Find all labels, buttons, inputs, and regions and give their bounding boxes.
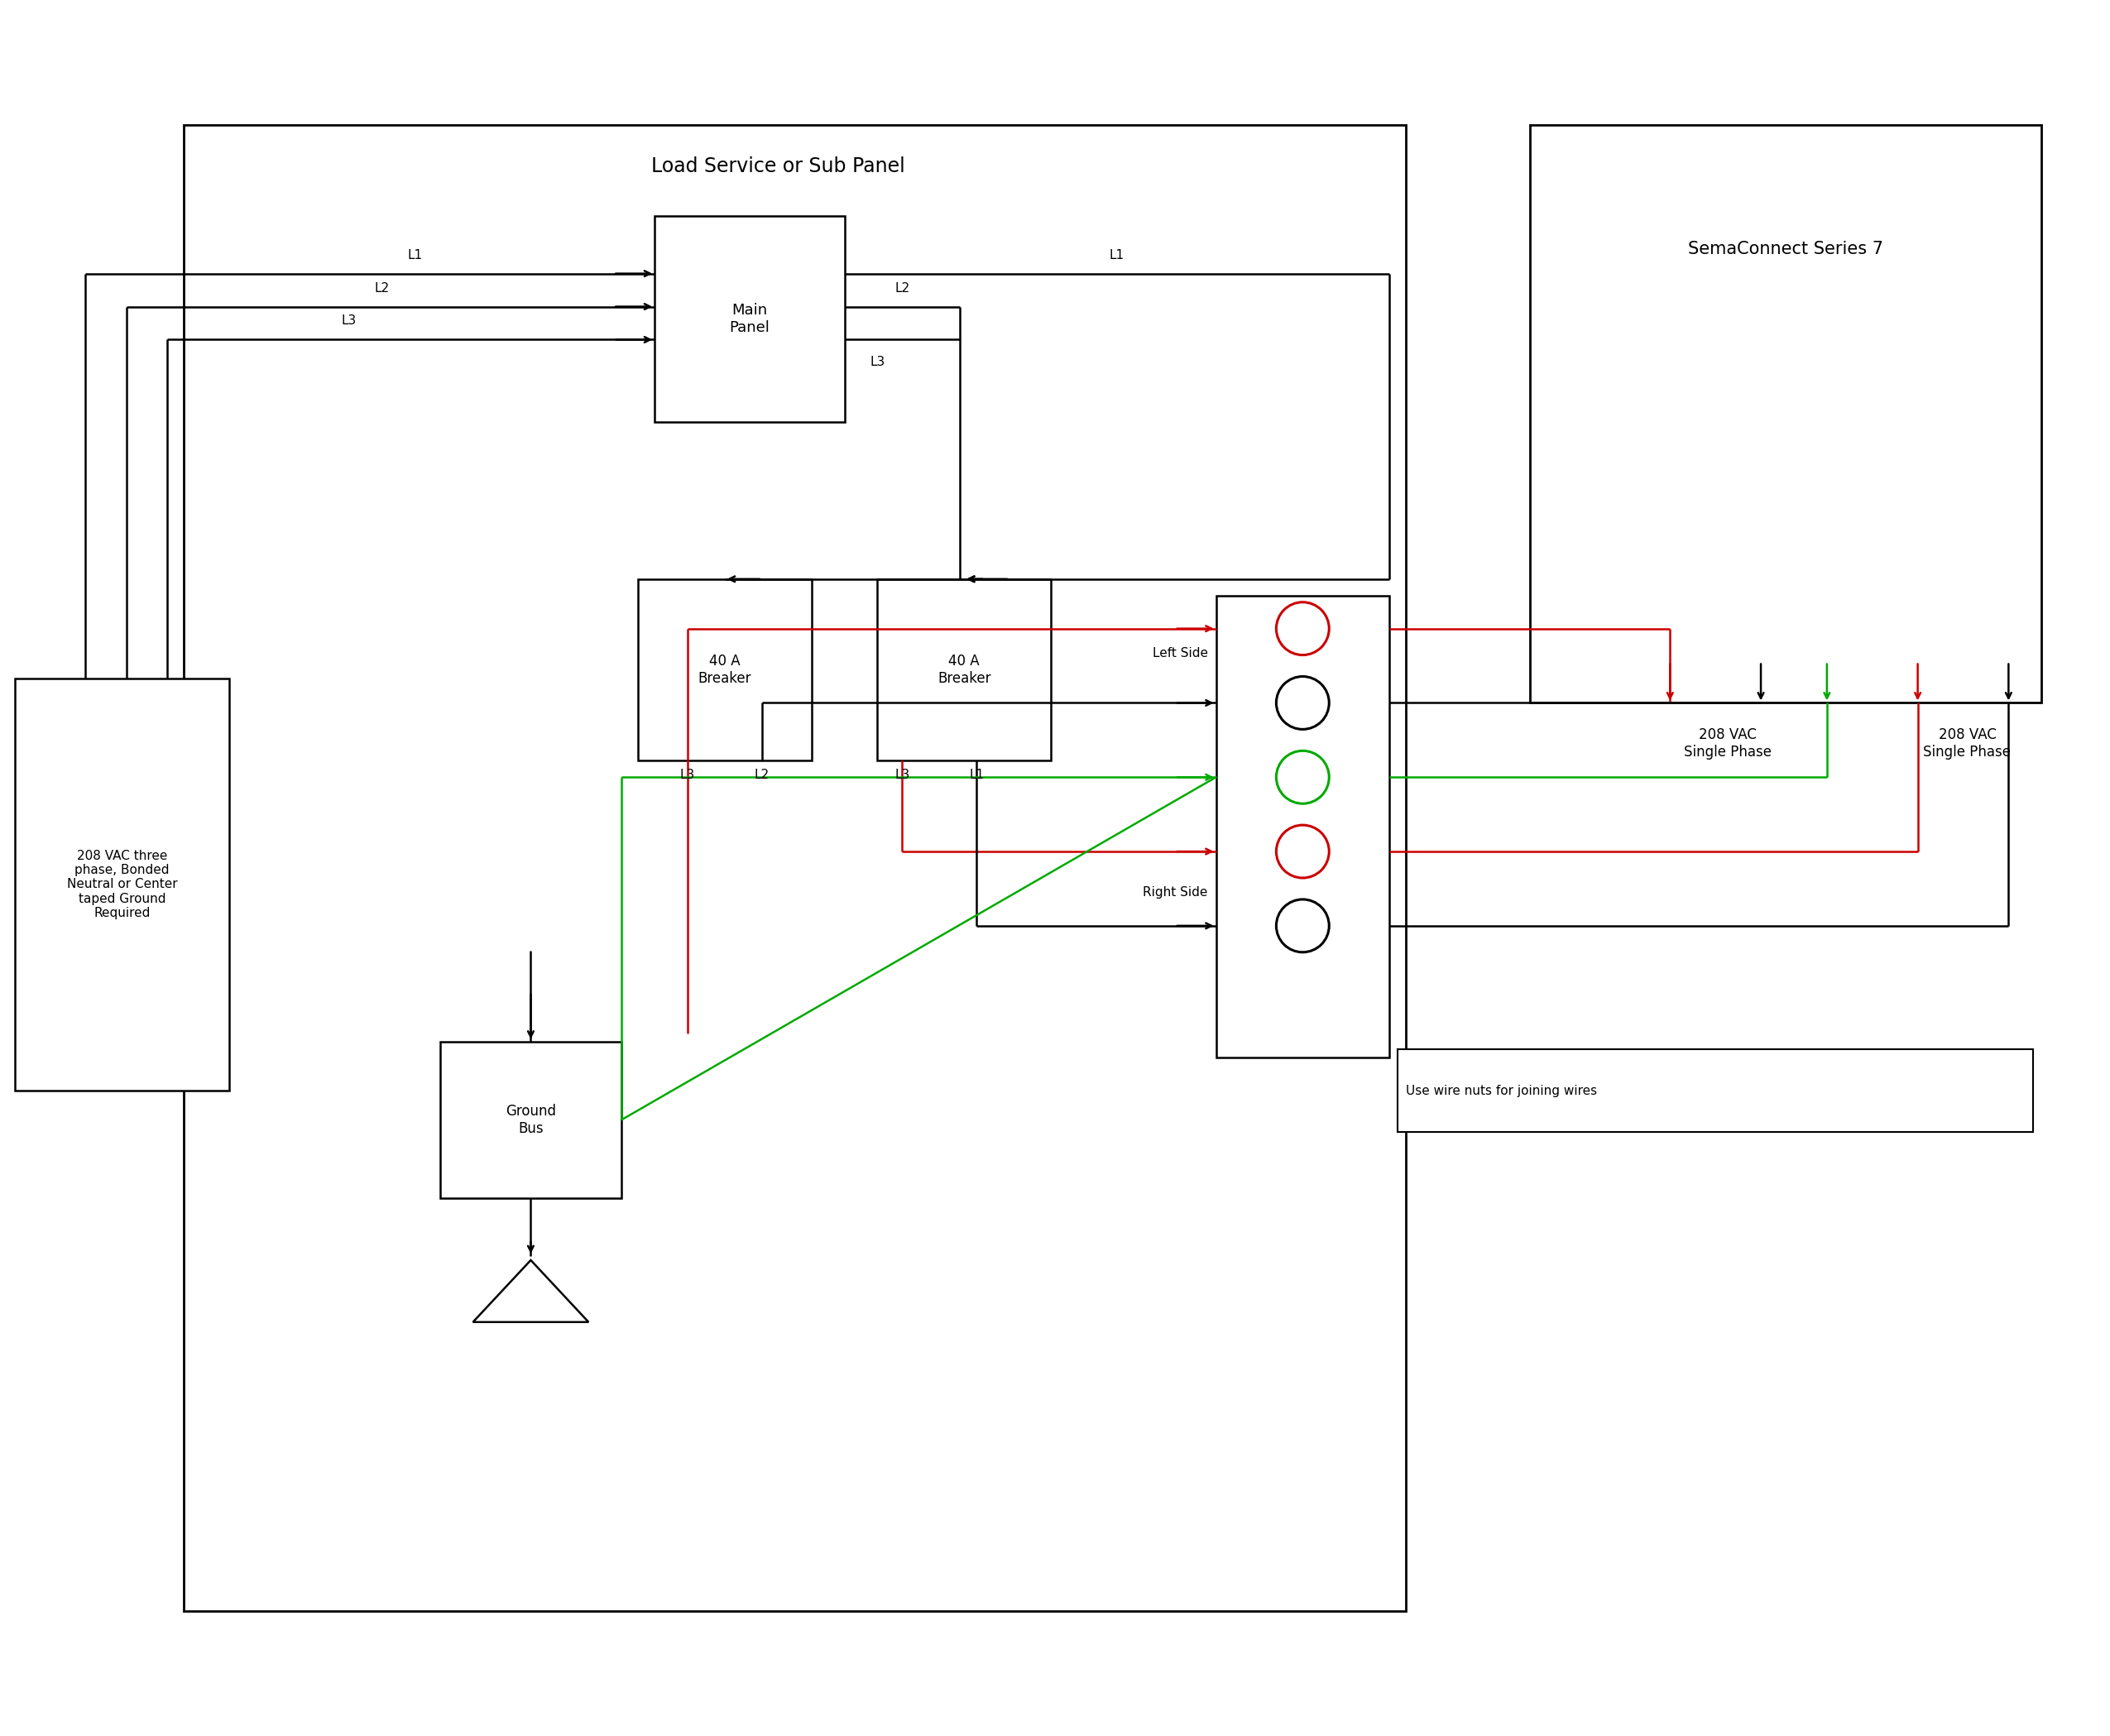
Text: 40 A
Breaker: 40 A Breaker <box>698 654 751 686</box>
FancyBboxPatch shape <box>654 215 844 422</box>
FancyBboxPatch shape <box>184 125 1405 1611</box>
FancyBboxPatch shape <box>1215 595 1388 1057</box>
FancyBboxPatch shape <box>878 580 1051 760</box>
Text: L3: L3 <box>679 769 694 781</box>
Text: L2: L2 <box>895 281 909 293</box>
FancyBboxPatch shape <box>1530 125 2042 703</box>
FancyBboxPatch shape <box>637 580 812 760</box>
Text: Right Side: Right Side <box>1144 887 1207 899</box>
Text: L3: L3 <box>895 769 909 781</box>
Text: Load Service or Sub Panel: Load Service or Sub Panel <box>652 156 905 175</box>
Text: 208 VAC
Single Phase: 208 VAC Single Phase <box>1684 727 1772 760</box>
Text: 208 VAC
Single Phase: 208 VAC Single Phase <box>1924 727 2011 760</box>
Text: L2: L2 <box>755 769 770 781</box>
Text: 208 VAC three
phase, Bonded
Neutral or Center
taped Ground
Required: 208 VAC three phase, Bonded Neutral or C… <box>68 849 177 920</box>
Text: L1: L1 <box>1110 248 1125 260</box>
FancyBboxPatch shape <box>1397 1050 2034 1132</box>
Text: 40 A
Breaker: 40 A Breaker <box>937 654 992 686</box>
Text: Left Side: Left Side <box>1152 648 1207 660</box>
Text: L3: L3 <box>342 314 357 328</box>
Text: L3: L3 <box>869 356 884 368</box>
Text: SemaConnect Series 7: SemaConnect Series 7 <box>1688 241 1884 257</box>
Text: L1: L1 <box>968 769 983 781</box>
Text: Use wire nuts for joining wires: Use wire nuts for joining wires <box>1405 1085 1597 1097</box>
Text: L2: L2 <box>376 281 390 293</box>
Text: Ground
Bus: Ground Bus <box>506 1104 557 1135</box>
FancyBboxPatch shape <box>441 1042 622 1198</box>
Text: L1: L1 <box>407 248 422 260</box>
Text: Main
Panel: Main Panel <box>730 304 770 335</box>
FancyBboxPatch shape <box>15 679 230 1090</box>
